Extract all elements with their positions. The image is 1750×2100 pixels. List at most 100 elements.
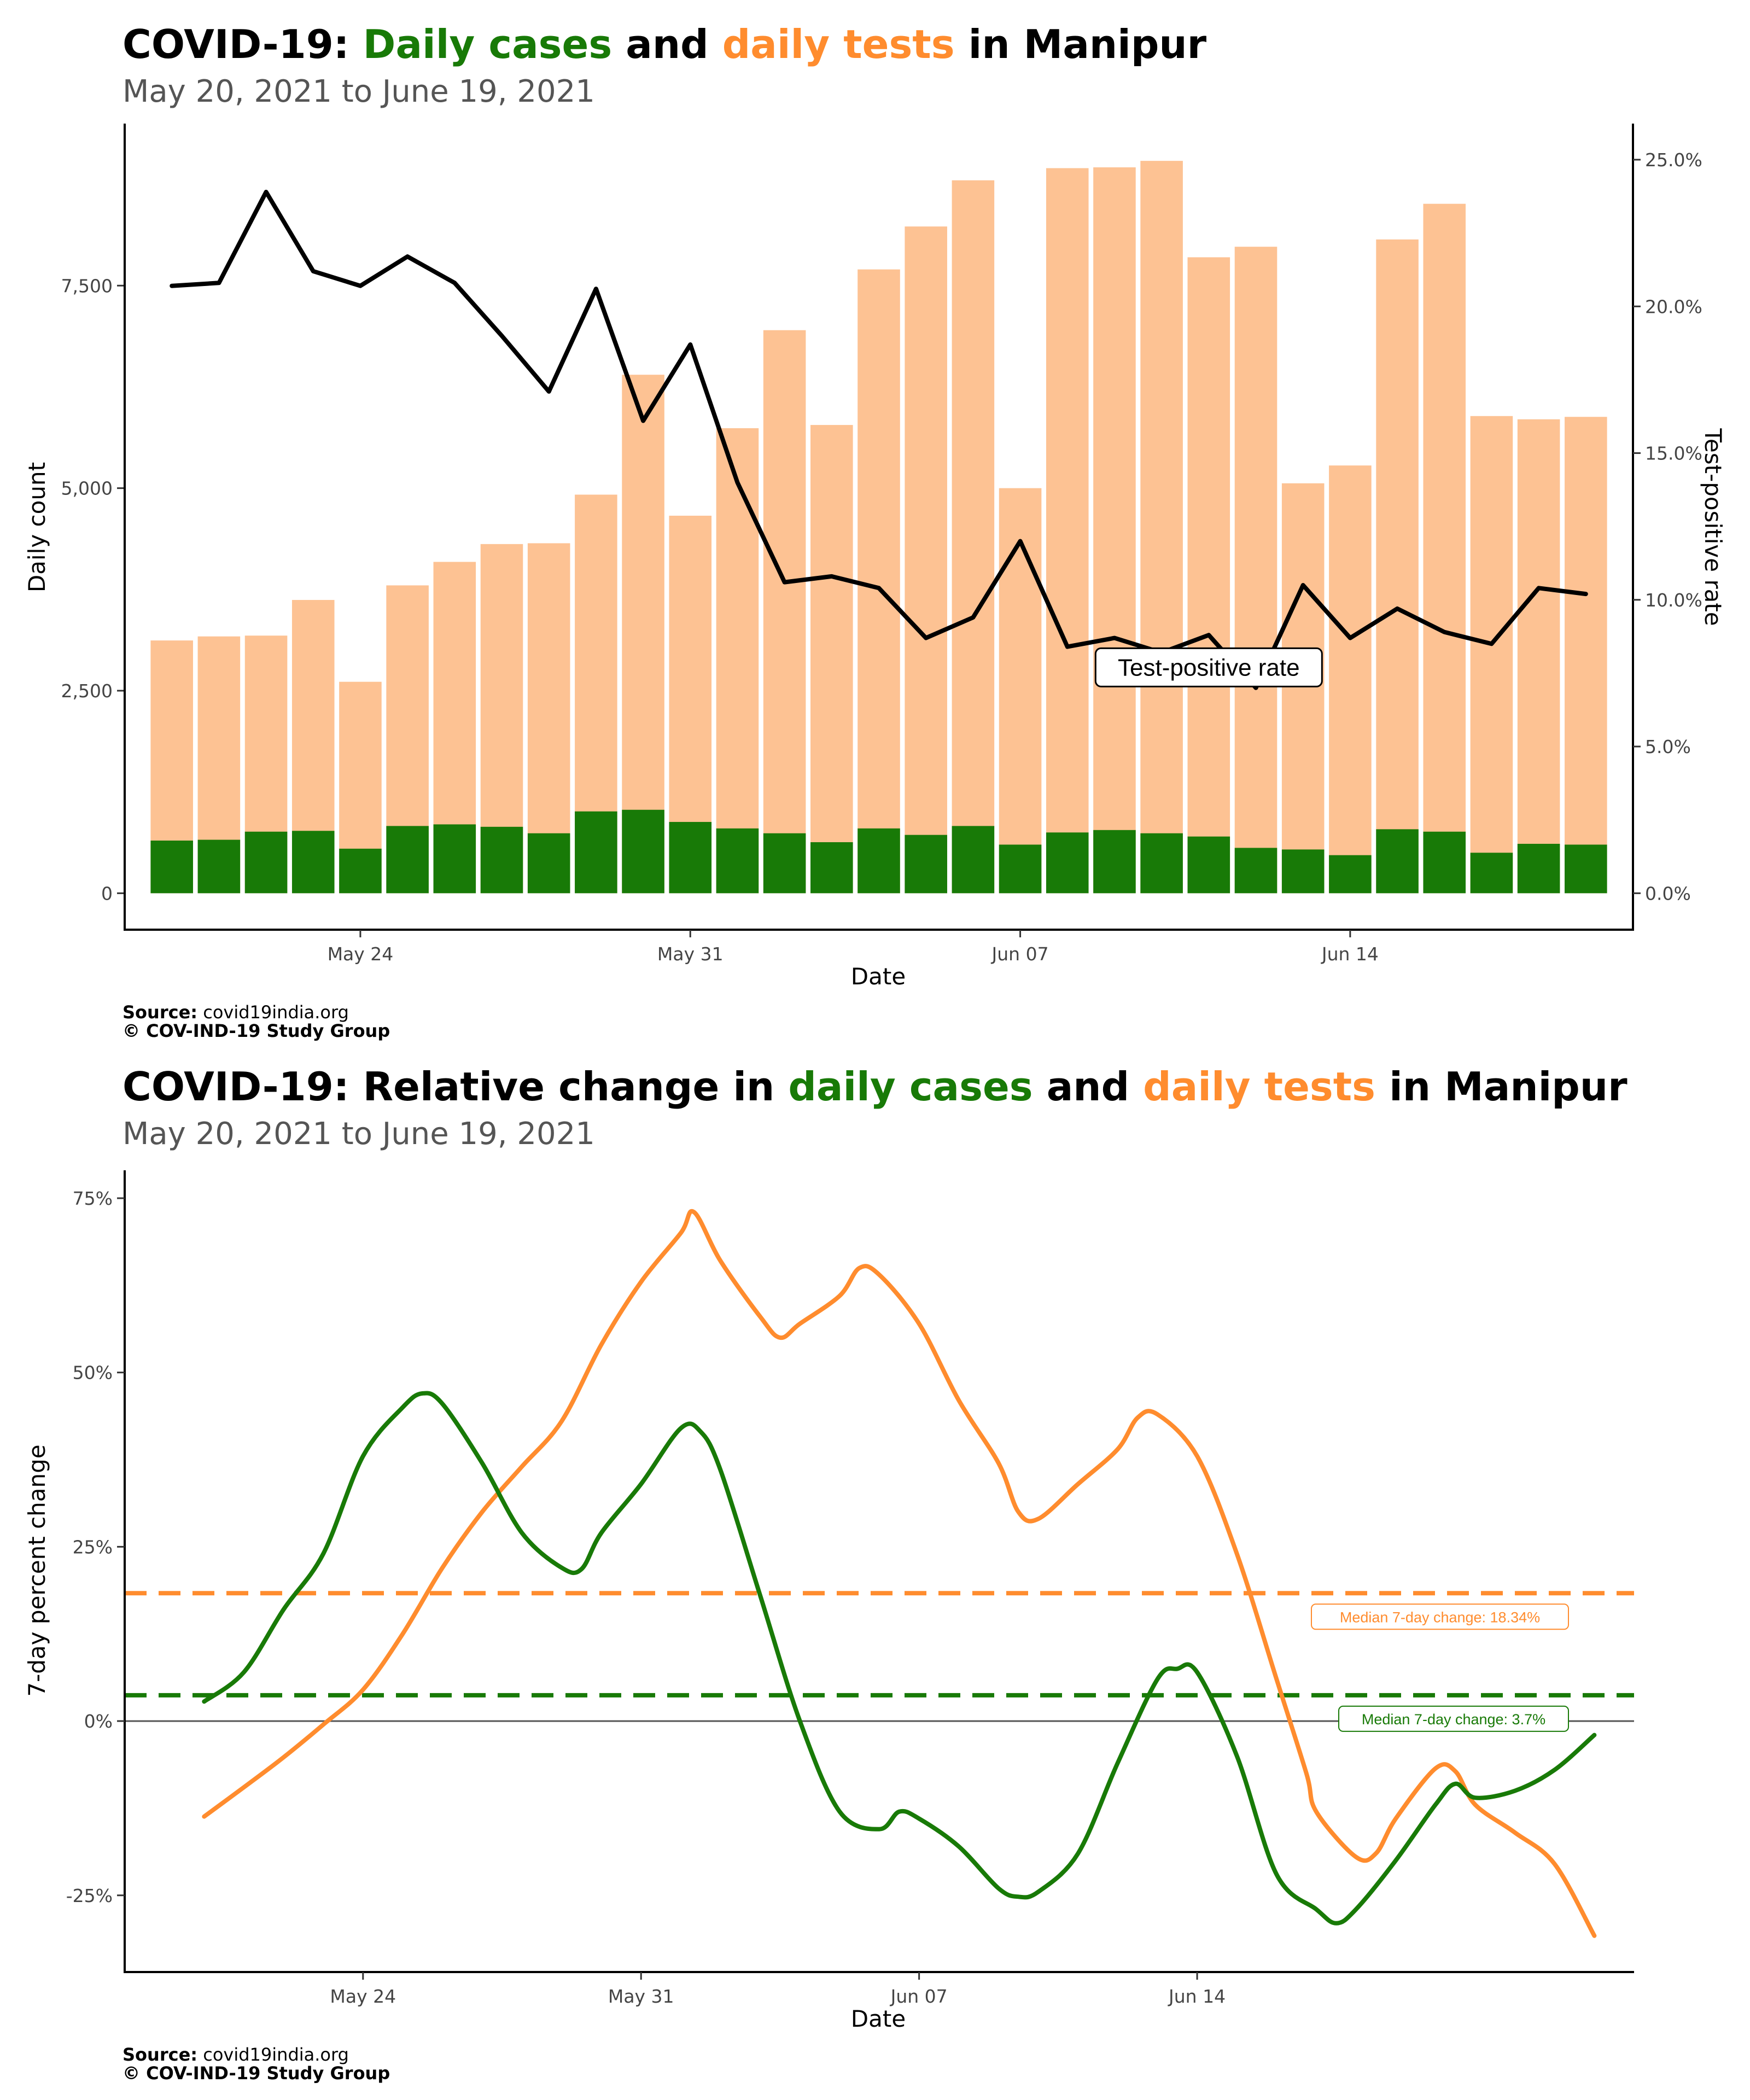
y-tick-label: 25% (73, 1536, 113, 1558)
cases-bar (575, 811, 617, 894)
y2-tick-label: 5.0% (1645, 736, 1691, 757)
cases-bar (244, 831, 288, 894)
y-tick-label: 75% (73, 1188, 113, 1209)
y2-tick-label: 25.0% (1645, 149, 1702, 171)
y2-tick-label: 10.0% (1645, 590, 1702, 611)
median-label-box (1311, 1603, 1569, 1630)
x-tick-label: May 31 (657, 943, 724, 965)
chart1-y2-axis-title: Test-positive rate (1700, 428, 1726, 626)
cases-bar (1565, 844, 1607, 894)
chart1-y-axis-title: Daily count (24, 462, 50, 592)
tests-bar (1093, 167, 1136, 894)
chart1-header: COVID-19: Daily cases and daily tests in… (122, 21, 1207, 109)
cases-bar (1329, 855, 1372, 894)
chart1-caption: Source: covid19india.org © COV-IND-19 St… (122, 1002, 390, 1041)
cases-bar (952, 826, 995, 894)
tests-bar (952, 180, 995, 894)
cases-bar (810, 842, 853, 894)
median-label-text: Median 7-day change: 3.7% (1362, 1711, 1545, 1728)
tests-bar (858, 269, 900, 894)
cases-bar (150, 841, 193, 894)
tests-bar (1565, 417, 1607, 894)
y-tick-label: 5,000 (61, 478, 113, 499)
chart1-tests-bars (150, 161, 1607, 894)
chart1-title-tests: daily tests (722, 21, 955, 67)
x-tick-label: Jun 14 (1168, 1986, 1226, 2007)
chart1-copyright: © COV-IND-19 Study Group (122, 1020, 390, 1041)
chart2-header: COVID-19: Relative change in daily cases… (122, 1064, 1628, 1152)
chart1-x-axis-title: Date (851, 963, 906, 990)
chart1-rate-label: Test-positive rate (1094, 647, 1323, 687)
y2-tick-label: 15.0% (1645, 443, 1702, 464)
chart2-source-label: Source: (122, 2044, 197, 2065)
chart2-tests-line (202, 1209, 1597, 1938)
y-tick-label: -25% (66, 1885, 113, 1906)
tests-bar (905, 226, 947, 894)
cases-bar (197, 839, 241, 894)
y2-tick-label: 20.0% (1645, 296, 1702, 317)
chart2-title-prefix: COVID-19: Relative change in (122, 1064, 788, 1110)
chart1-title: COVID-19: Daily cases and daily tests in… (122, 21, 1207, 67)
cases-bar (1470, 853, 1513, 894)
cases-bar (1281, 849, 1325, 894)
cases-bar (1423, 831, 1466, 894)
chart2-subtitle: May 20, 2021 to June 19, 2021 (122, 1116, 595, 1152)
chart1-axes (124, 124, 1634, 931)
tests-bar (1517, 419, 1560, 894)
x-tick-label: Jun 07 (991, 943, 1049, 965)
x-tick-label: May 31 (608, 1986, 674, 2007)
median-label-box (1338, 1705, 1569, 1732)
chart1-y-ticks: 0 2,500 5,000 7,500 (61, 275, 125, 904)
cases-bar (1140, 833, 1183, 894)
chart1-rate-label-box (1094, 647, 1323, 687)
cases-bar (1234, 848, 1278, 894)
tests-bar (716, 428, 759, 894)
cases-bar (480, 826, 523, 894)
chart1-rate-line (170, 190, 1588, 690)
tests-bar (1187, 257, 1230, 894)
tests-bar (1376, 239, 1419, 894)
chart2-cases-line (202, 1391, 1597, 1926)
chart1-cases-bars (150, 809, 1607, 894)
cases-bar (1187, 836, 1230, 894)
chart1-x-ticks: May 24 May 31 Jun 07 Jun 14 (328, 930, 1379, 965)
cases-bar (1093, 830, 1136, 894)
cases-bar (669, 821, 712, 894)
chart2-title-suffix: in Manipur (1375, 1064, 1628, 1110)
tests-bar (1423, 203, 1466, 894)
chart2-title: COVID-19: Relative change in daily cases… (122, 1064, 1628, 1110)
cases-bar (339, 848, 382, 894)
chart2-y-axis-title: 7-day percent change (24, 1444, 50, 1696)
y-tick-label: 50% (73, 1362, 113, 1384)
y-tick-label: 7,500 (61, 275, 113, 296)
tests-bar (999, 488, 1042, 894)
chart2-axes (124, 1170, 1634, 1973)
tests-bar (1046, 168, 1089, 894)
chart2-median-lines: Median 7-day change: 18.34% Median 7-day … (125, 1591, 1634, 1732)
x-tick-label: May 24 (328, 943, 394, 965)
tests-bar (1140, 161, 1183, 894)
y2-tick-label: 0.0% (1645, 883, 1691, 904)
chart2-caption: Source: covid19india.org © COV-IND-19 St… (122, 2044, 390, 2084)
chart1-source: Source: covid19india.org (122, 1002, 349, 1023)
tests-bar (810, 425, 853, 894)
chart2-title-tests: daily tests (1143, 1064, 1375, 1110)
cases-bar (999, 844, 1042, 894)
y-tick-label: 0 (101, 883, 113, 904)
cases-bar (622, 809, 664, 894)
cases-bar (1517, 843, 1560, 894)
cases-bar (905, 835, 947, 894)
cases-bar (858, 828, 900, 894)
x-tick-label: May 24 (330, 1986, 396, 2007)
chart1-subtitle: May 20, 2021 to June 19, 2021 (122, 74, 595, 109)
chart1-title-prefix: COVID-19: (122, 21, 363, 67)
x-tick-label: Jun 14 (1321, 943, 1379, 965)
chart1-y2-ticks: 0.0% 5.0% 10.0% 15.0% 20.0% 25.0% (1633, 149, 1702, 904)
chart1-title-cases: Daily cases (363, 21, 612, 67)
cases-bar (433, 824, 476, 894)
tests-bar (763, 330, 806, 894)
cases-bar (1376, 829, 1419, 894)
chart1-rate-label-text: Test-positive rate (1118, 654, 1300, 681)
chart2-x-ticks: May 24 May 31 Jun 07 Jun 14 (330, 1972, 1226, 2007)
